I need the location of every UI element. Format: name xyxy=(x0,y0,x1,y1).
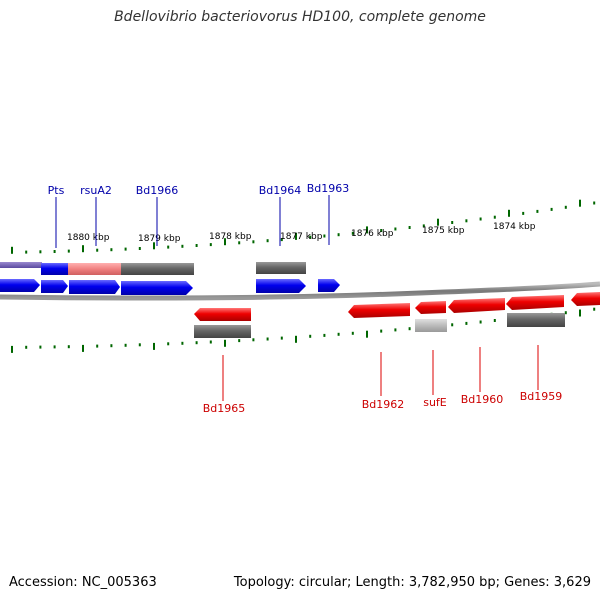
accession-text: Accession: NC_005363 xyxy=(9,575,157,590)
tick-label: 1880 kbp xyxy=(67,233,110,243)
inner-tick-row xyxy=(11,307,596,353)
feature-bar-gray xyxy=(256,262,306,274)
gene-label-pts[interactable]: Pts xyxy=(48,184,65,197)
gene-arrow-reverse[interactable] xyxy=(194,308,251,321)
topology-text: Topology: circular; Length: 3,782,950 bp… xyxy=(233,575,591,590)
gene-arrow-forward[interactable] xyxy=(256,279,306,293)
feature-bar-lightgray xyxy=(415,319,447,332)
gene-arrow-forward[interactable] xyxy=(69,280,120,294)
feature-bar-gray xyxy=(194,325,251,338)
gene-arrow-forward[interactable] xyxy=(121,281,193,295)
tick-label: 1878 kbp xyxy=(209,232,252,242)
genome-backbone xyxy=(0,281,600,301)
gene-label-rsua2[interactable]: rsuA2 xyxy=(80,184,112,197)
gene-label-bd1960[interactable]: Bd1960 xyxy=(461,393,504,406)
feature-bar-rna xyxy=(68,263,122,275)
gene-arrow-forward[interactable] xyxy=(0,279,40,292)
tick-label: 1874 kbp xyxy=(493,222,536,232)
gene-label-bd1965[interactable]: Bd1965 xyxy=(203,402,246,415)
map-title: Bdellovibrio bacteriovorus HD100, comple… xyxy=(114,9,486,25)
feature-bar-gray xyxy=(121,263,194,275)
outer-tick-row xyxy=(11,199,596,254)
gene-label-bd1959[interactable]: Bd1959 xyxy=(520,390,563,403)
tick-label: 1876 kbp xyxy=(351,229,394,239)
tick-label: 1879 kbp xyxy=(138,234,181,244)
gene-label-bd1963[interactable]: Bd1963 xyxy=(307,182,350,195)
gene-arrow-reverse[interactable] xyxy=(348,303,410,318)
gene-label-bd1962[interactable]: Bd1962 xyxy=(362,398,405,411)
tick-label: 1875 kbp xyxy=(422,226,465,236)
feature-bar-gray xyxy=(507,313,565,327)
feature-bar-purple xyxy=(0,262,42,268)
gene-arrow-reverse[interactable] xyxy=(448,298,505,313)
gene-arrow-forward[interactable] xyxy=(41,280,68,293)
tick-label: 1877 kbp xyxy=(280,232,323,242)
gene-arrow-forward[interactable] xyxy=(318,279,340,292)
feature-bar-blue xyxy=(41,263,69,275)
gene-arrow-reverse[interactable] xyxy=(506,295,564,310)
gene-label-bd1966[interactable]: Bd1966 xyxy=(136,184,179,197)
gene-arrow-reverse[interactable] xyxy=(571,292,600,306)
gene-label-bd1964[interactable]: Bd1964 xyxy=(259,184,302,197)
gene-label-sufe[interactable]: sufE xyxy=(423,396,447,409)
gene-arrow-reverse[interactable] xyxy=(415,301,446,314)
